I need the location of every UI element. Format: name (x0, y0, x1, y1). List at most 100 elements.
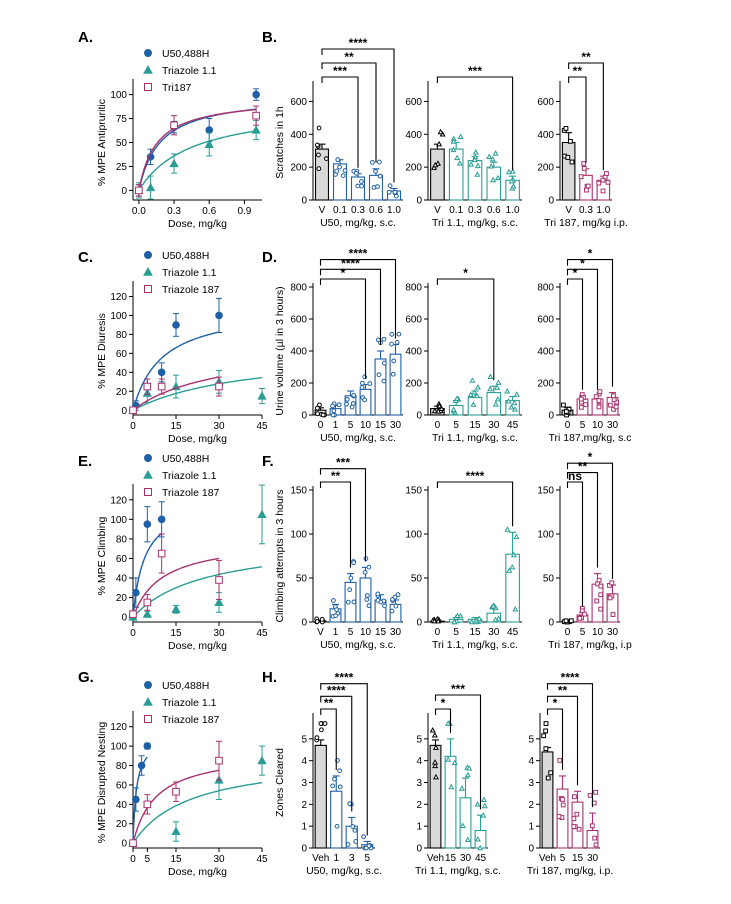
individual-point (316, 125, 322, 131)
x-axis-label: Dose, mg/kg (168, 218, 227, 230)
fit-curve (132, 532, 163, 618)
individual-point (314, 619, 320, 624)
fit-curve (138, 108, 257, 191)
individual-point (469, 377, 476, 383)
individual-point (320, 412, 326, 418)
individual-point (318, 721, 324, 726)
individual-point (578, 396, 584, 402)
y-tick-label: 5 (416, 734, 422, 745)
individual-point (454, 154, 461, 161)
data-point (251, 125, 261, 134)
data-point (143, 800, 152, 809)
individual-point (362, 569, 368, 575)
individual-point (391, 358, 397, 364)
significance-bracket (566, 462, 614, 580)
bar (541, 751, 554, 849)
y-tick-label: 0 (548, 196, 554, 207)
y-tick-label: 120 (110, 722, 127, 733)
individual-point (355, 183, 361, 189)
individual-point (334, 168, 340, 174)
individual-point (572, 794, 577, 800)
significance-bracket (319, 278, 367, 379)
y-axis-label: Climbing attempts in 3 hours (274, 489, 286, 622)
x-tick-label: 30 (607, 627, 619, 638)
significance-bracket (320, 708, 337, 770)
x-axis-label: Tri 1.1, mg/kg, s.c. (415, 865, 501, 877)
legend-marker (143, 469, 153, 479)
individual-point (477, 844, 484, 851)
y-tick-label: 0 (416, 618, 422, 629)
y-tick-label: 5 (301, 734, 307, 745)
individual-point (382, 360, 387, 366)
y-axis-label: % MPE Antipruritic (96, 99, 108, 186)
significance-bracket (321, 48, 395, 183)
y-tick-label: 0 (121, 839, 127, 850)
y-tick-label: 120 (110, 495, 127, 506)
significance-label: * (580, 256, 585, 270)
significance-bracket (566, 481, 584, 607)
bar (330, 790, 343, 849)
x-tick-label: 30 (213, 628, 225, 639)
individual-point (387, 183, 393, 189)
x-tick-label: 30 (607, 420, 619, 431)
fit-curve (132, 566, 263, 618)
y-tick-label: 0 (416, 411, 422, 422)
significance-bracket (568, 62, 604, 171)
y-tick-label: 0 (548, 618, 554, 629)
significance-label: * (588, 247, 593, 261)
individual-point (487, 373, 494, 380)
significance-label: **** (349, 247, 368, 261)
individual-point (396, 331, 402, 337)
individual-point (375, 591, 381, 597)
individual-point (560, 402, 566, 408)
fit-curve (138, 108, 257, 191)
y-tick-label: 40 (116, 800, 128, 811)
y-tick-label: 80 (116, 534, 128, 545)
individual-point (393, 193, 399, 199)
individual-point (494, 384, 501, 390)
y-tick-label: 0 (301, 844, 307, 855)
individual-point (567, 138, 573, 144)
individual-point (456, 160, 463, 166)
significance-label: ** (324, 696, 334, 710)
individual-point (459, 822, 466, 829)
individual-point (487, 385, 494, 392)
data-point (214, 597, 224, 606)
individual-point (434, 160, 442, 166)
data-point (171, 826, 181, 836)
individual-point (431, 731, 438, 738)
x-tick-label: 0.3 (351, 205, 365, 216)
fit-curve (132, 376, 220, 411)
individual-point (432, 744, 439, 750)
individual-point (568, 618, 574, 624)
significance-bracket (436, 76, 514, 171)
individual-point (596, 180, 602, 186)
individual-point (464, 836, 471, 842)
individual-point (395, 592, 401, 598)
individual-point (359, 179, 364, 184)
individual-point (351, 392, 357, 398)
individual-point (509, 563, 516, 570)
panel-C: C. 0 20 40 60 80 100 120 0 15 30 45 Dose, mg/kg % MPE… (78, 249, 268, 445)
individual-point (314, 405, 320, 411)
individual-point (495, 379, 502, 385)
individual-point (458, 785, 465, 791)
significance-label: * (573, 266, 578, 280)
significance-label: * (588, 450, 593, 464)
y-axis-label: Scratches in 1h (274, 106, 286, 179)
data-point (157, 382, 166, 391)
individual-point (351, 599, 357, 605)
individual-point (583, 187, 589, 193)
individual-point (392, 189, 398, 195)
x-tick-label: 30 (213, 854, 225, 865)
y-axis-label: % MPE Disrupted Nesting (96, 722, 108, 844)
significance-label: * (553, 696, 558, 710)
individual-point (545, 775, 551, 781)
y-tick-label: 100 (110, 515, 127, 526)
x-tick-label: 45 (256, 854, 268, 865)
x-tick-label: 1.0 (387, 205, 401, 216)
